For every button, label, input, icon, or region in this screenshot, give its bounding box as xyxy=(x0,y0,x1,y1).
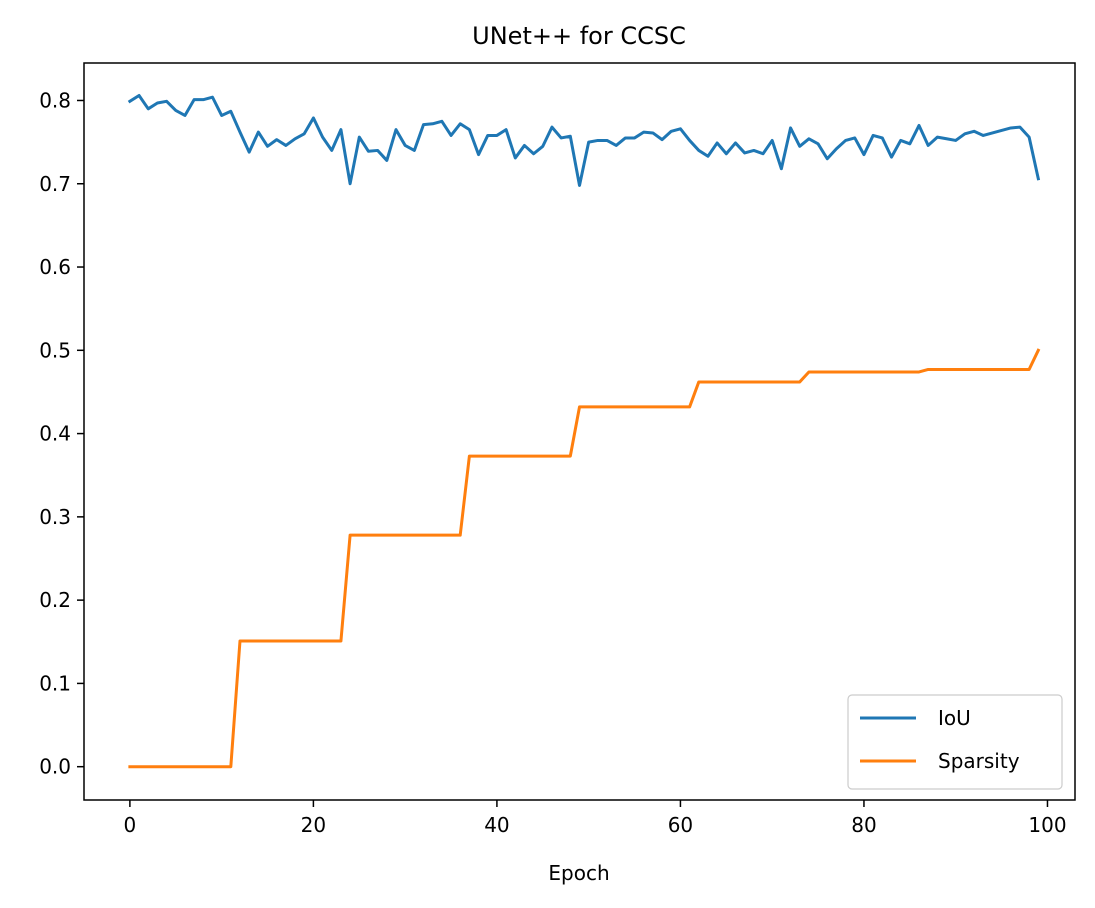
axes-frame xyxy=(83,62,1076,801)
series-line-sparsity xyxy=(128,348,1041,769)
chart-title: UNet++ for CCSC xyxy=(472,22,686,50)
y-tick-label: 0.8 xyxy=(39,88,71,112)
x-axis-title: Epoch xyxy=(548,861,609,885)
y-tick-label: 0.4 xyxy=(39,422,71,446)
legend-label-iou: IoU xyxy=(938,706,971,730)
x-axis: 0 20 40 60 80 100 xyxy=(124,800,1067,837)
legend-label-sparsity: Sparsity xyxy=(938,749,1020,773)
x-tick-label: 0 xyxy=(124,813,137,837)
legend: IoU Sparsity xyxy=(847,694,1063,790)
y-tick-label: 0.3 xyxy=(39,505,71,529)
y-tick-label: 0.0 xyxy=(39,755,71,779)
y-tick-label: 0.7 xyxy=(39,172,71,196)
y-tick-label: 0.2 xyxy=(39,588,71,612)
x-tick-label: 20 xyxy=(301,813,326,837)
x-tick-label: 100 xyxy=(1028,813,1066,837)
y-tick-label: 0.5 xyxy=(39,338,71,362)
x-tick-label: 60 xyxy=(668,813,693,837)
y-axis: 0.0 0.1 0.2 0.3 0.4 0.5 0.6 0.7 0.8 xyxy=(39,88,84,779)
series-line-iou xyxy=(127,93,1041,187)
x-tick-label: 80 xyxy=(851,813,876,837)
y-tick-label: 0.6 xyxy=(39,255,71,279)
y-tick-label: 0.1 xyxy=(39,671,71,695)
x-tick-label: 40 xyxy=(484,813,509,837)
plot-area xyxy=(127,93,1041,769)
